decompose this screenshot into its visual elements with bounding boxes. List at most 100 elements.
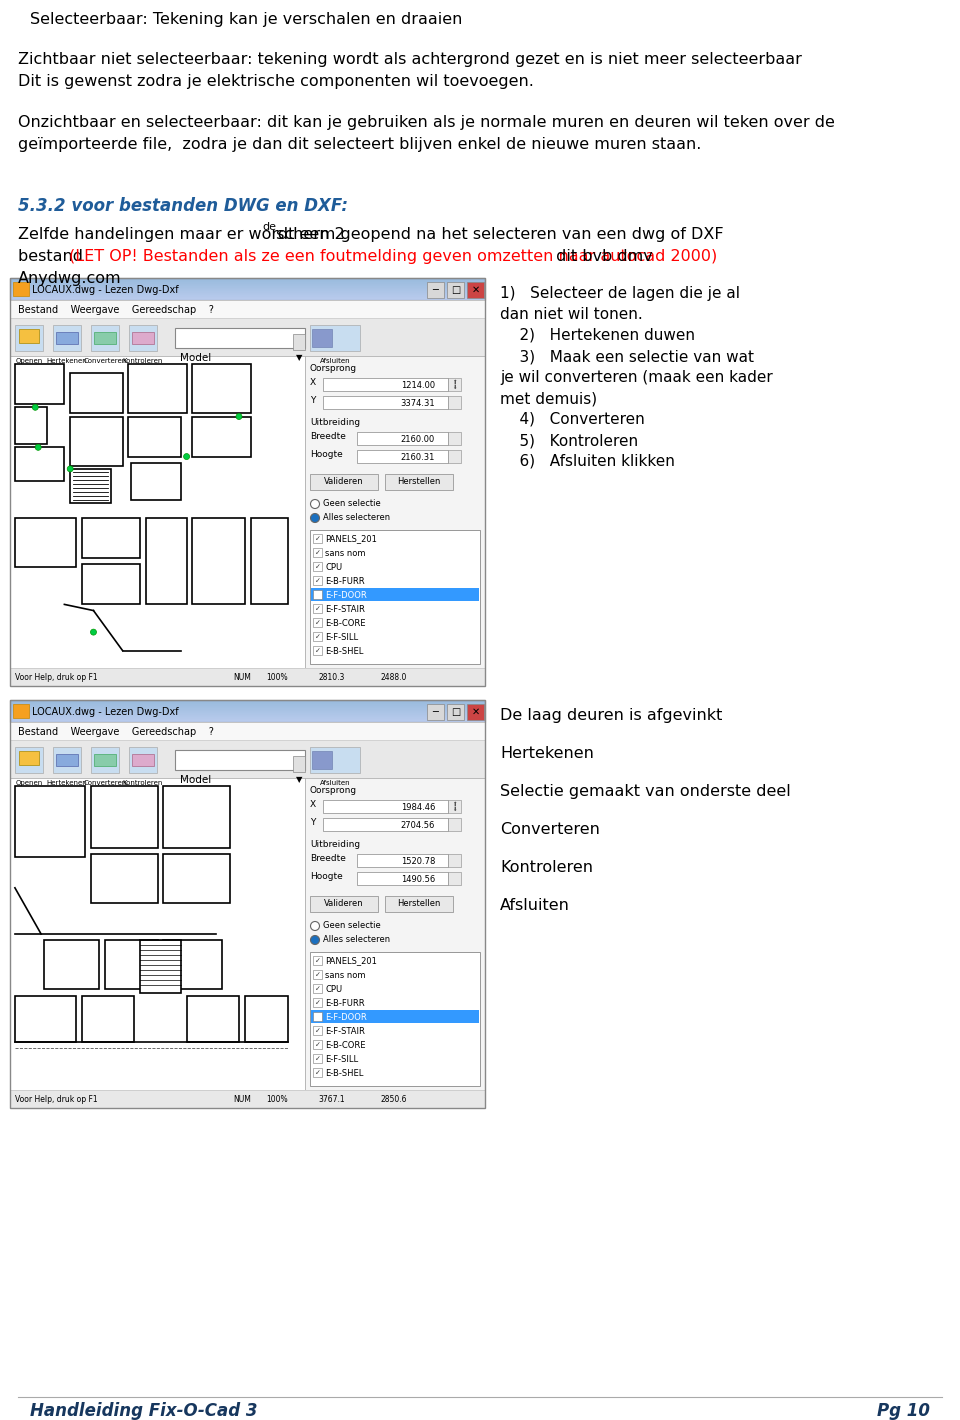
Text: PANELS_201: PANELS_201	[325, 957, 377, 966]
Text: Openen: Openen	[15, 358, 42, 364]
Text: sans nom: sans nom	[325, 970, 366, 980]
Bar	[313, 1039, 322, 1049]
Text: ✓: ✓	[315, 1041, 321, 1048]
Bar	[82, 564, 140, 605]
Text: Afsluiten: Afsluiten	[500, 897, 570, 913]
Text: Y: Y	[310, 818, 316, 826]
Bar	[312, 751, 332, 770]
Bar	[13, 283, 29, 295]
Text: LOCAUX.dwg - Lezen Dwg-Dxf: LOCAUX.dwg - Lezen Dwg-Dxf	[32, 707, 179, 717]
Text: de: de	[262, 222, 276, 231]
Bar	[448, 378, 461, 391]
Text: Oorsprong: Oorsprong	[310, 364, 357, 373]
Bar	[323, 378, 448, 391]
Text: Dit is gewenst zodra je elektrische componenten wil toevoegen.: Dit is gewenst zodra je elektrische comp…	[18, 74, 534, 89]
Text: Hoogte: Hoogte	[310, 872, 343, 880]
Text: Zelfde handelingen maar er wordt een 2: Zelfde handelingen maar er wordt een 2	[18, 227, 345, 241]
Bar	[19, 751, 39, 765]
Text: Zichtbaar niet selecteerbaar: tekening wordt als achtergrond gezet en is niet me: Zichtbaar niet selecteerbaar: tekening w…	[18, 53, 802, 67]
Text: (LET OP! Bestanden als ze een foutmelding geven omzetten naar autocad 2000): (LET OP! Bestanden als ze een foutmeldin…	[69, 248, 718, 264]
Bar	[15, 447, 64, 481]
Bar	[323, 818, 448, 831]
Bar	[293, 334, 305, 349]
Bar	[192, 416, 251, 457]
Bar	[91, 325, 119, 351]
Text: Anydwg.com: Anydwg.com	[18, 271, 122, 285]
Text: E-F-SILL: E-F-SILL	[325, 1055, 358, 1064]
Text: 1984.46: 1984.46	[400, 802, 435, 811]
Bar	[310, 530, 480, 665]
Text: E-F-STAIR: E-F-STAIR	[325, 1027, 365, 1035]
Bar	[10, 740, 485, 778]
Bar	[357, 432, 448, 444]
Text: ✓: ✓	[315, 1055, 321, 1062]
Bar	[15, 364, 64, 405]
Text: Voor Help, druk op F1: Voor Help, druk op F1	[15, 673, 98, 683]
Text: E-B-FURR: E-B-FURR	[325, 577, 365, 585]
Bar	[447, 704, 464, 720]
Bar	[310, 474, 378, 490]
Circle shape	[33, 405, 38, 410]
Text: 5.3.2 voor bestanden DWG en DXF:: 5.3.2 voor bestanden DWG en DXF:	[18, 197, 348, 214]
Text: ✓: ✓	[315, 1028, 321, 1034]
Bar	[251, 518, 288, 605]
Bar	[313, 618, 322, 628]
Bar	[311, 588, 479, 601]
Bar	[13, 704, 29, 719]
Text: ⬆
⬇: ⬆ ⬇	[452, 381, 456, 389]
Text: 1)   Selecteer de lagen die je al: 1) Selecteer de lagen die je al	[500, 285, 740, 301]
Text: Hertekenen: Hertekenen	[47, 780, 87, 787]
Circle shape	[183, 453, 189, 460]
Text: ✓: ✓	[315, 605, 321, 612]
Circle shape	[236, 413, 242, 419]
Bar	[313, 1027, 322, 1035]
Text: NUM: NUM	[233, 1095, 252, 1105]
Text: □: □	[451, 707, 460, 717]
Text: E-B-CORE: E-B-CORE	[325, 619, 366, 628]
Text: Converteren: Converteren	[84, 358, 127, 364]
Bar	[10, 778, 305, 1091]
Bar	[129, 416, 180, 457]
Text: Kontroleren: Kontroleren	[500, 861, 593, 875]
Bar	[94, 332, 116, 344]
Bar	[129, 747, 157, 772]
Text: Pg 10: Pg 10	[877, 1402, 930, 1420]
Bar	[311, 1010, 479, 1022]
Text: 4)   Converteren: 4) Converteren	[500, 412, 645, 427]
Text: 1490.56: 1490.56	[400, 875, 435, 883]
Text: ✓: ✓	[315, 1069, 321, 1075]
Circle shape	[67, 466, 73, 471]
Bar	[467, 704, 484, 720]
Bar	[90, 787, 157, 848]
Text: 2850.6: 2850.6	[380, 1095, 407, 1105]
Bar	[91, 747, 119, 772]
Text: dit bvb dmv: dit bvb dmv	[551, 248, 653, 264]
Circle shape	[90, 629, 97, 635]
Text: Onzichtbaar en selecteerbaar: dit kan je gebruiken als je normale muren en deure: Onzichtbaar en selecteerbaar: dit kan je…	[18, 115, 835, 131]
Text: E-F-STAIR: E-F-STAIR	[325, 605, 365, 613]
Bar	[163, 853, 230, 903]
Bar	[448, 872, 461, 885]
Text: 1214.00: 1214.00	[401, 381, 435, 389]
Text: Handleiding Fix-O-Cad 3: Handleiding Fix-O-Cad 3	[30, 1402, 257, 1420]
Bar	[94, 754, 116, 765]
Bar	[313, 998, 322, 1007]
Text: E-F-DOOR: E-F-DOOR	[325, 1012, 367, 1021]
Text: Hoogte: Hoogte	[310, 450, 343, 459]
Bar	[175, 328, 305, 348]
Text: Converteren: Converteren	[500, 822, 600, 836]
Circle shape	[310, 514, 320, 523]
Text: 1520.78: 1520.78	[400, 856, 435, 866]
Circle shape	[36, 444, 41, 450]
Bar	[323, 799, 448, 814]
Bar	[305, 778, 485, 1091]
Text: Valideren: Valideren	[324, 477, 364, 487]
Text: ✓: ✓	[315, 1000, 321, 1005]
Bar	[146, 518, 186, 605]
Text: CPU: CPU	[325, 562, 342, 571]
Text: X: X	[310, 378, 316, 388]
Circle shape	[310, 936, 320, 944]
Bar	[53, 325, 81, 351]
Bar	[313, 984, 322, 993]
Text: dan niet wil tonen.: dan niet wil tonen.	[500, 307, 643, 322]
